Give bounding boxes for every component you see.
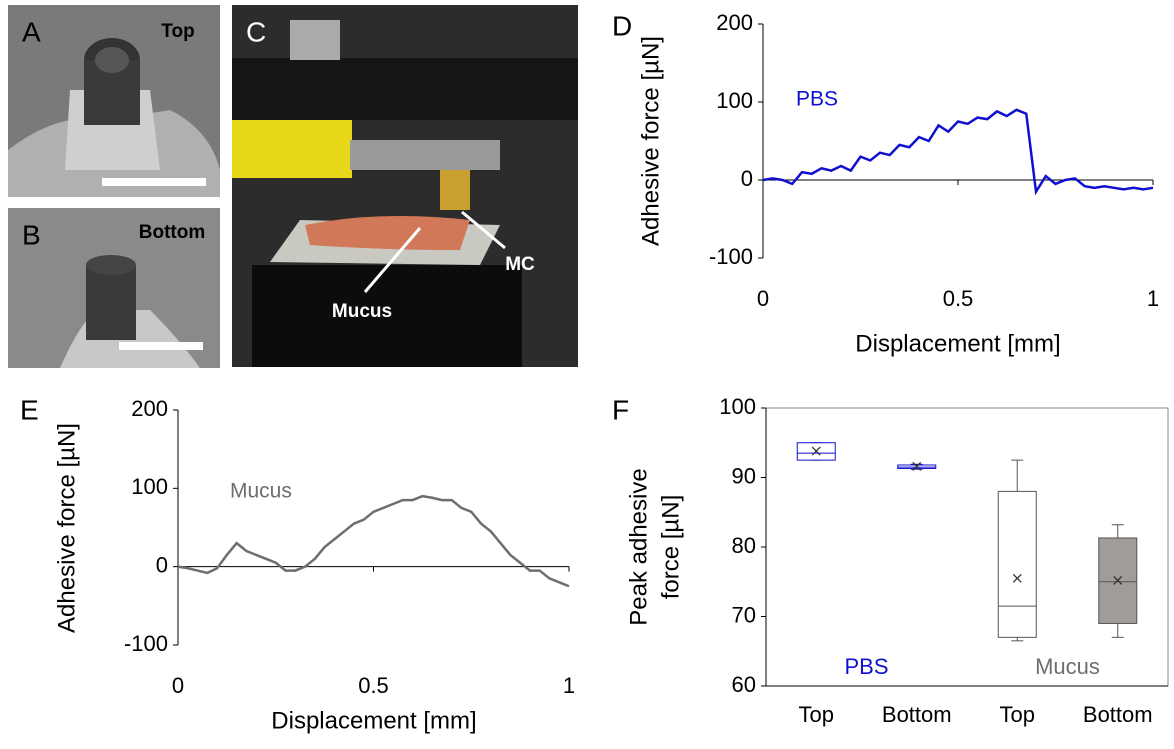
y-axis-label: Adhesive force [µN]: [637, 36, 664, 246]
panel-label: C: [246, 16, 266, 47]
image-caption: Bottom: [139, 222, 205, 243]
panel-label: F: [612, 394, 629, 425]
x-tick-label: Top: [1000, 702, 1035, 727]
image-annotation: Mucus: [332, 301, 392, 322]
y-tick-label: 0: [156, 552, 168, 577]
figure: A Top B Bottom C Mucus MC D-100010020000…: [0, 0, 1174, 744]
data-line: [763, 110, 1153, 192]
y-tick-label: -100: [709, 244, 753, 269]
photo-detail: [350, 140, 500, 170]
x-axis-label: Displacement [mm]: [855, 330, 1060, 357]
photo-detail: [86, 255, 136, 275]
y-tick-label: 60: [732, 672, 756, 697]
y-tick-label: 80: [732, 533, 756, 558]
panel-label: D: [612, 10, 632, 41]
y-tick-label: 200: [716, 10, 753, 35]
x-tick-label: 1: [1147, 286, 1159, 311]
y-axis-label: Peak adhesive: [625, 468, 652, 625]
image-annotation: MC: [505, 254, 535, 275]
x-tick-label: Bottom: [1083, 702, 1153, 727]
y-tick-label: -100: [124, 631, 168, 656]
group-label: Mucus: [1035, 654, 1100, 679]
legend-label: PBS: [796, 88, 838, 111]
scale-bar: [119, 342, 203, 350]
x-tick-label: Bottom: [882, 702, 952, 727]
legend-label: Mucus: [230, 480, 292, 503]
x-tick-label: Top: [799, 702, 834, 727]
photo-detail: [95, 47, 129, 73]
photo-detail: [305, 216, 470, 250]
photo-detail: [232, 58, 578, 120]
y-axis-label: Adhesive force [µN]: [53, 423, 80, 633]
y-axis-label: force [µN]: [657, 495, 684, 600]
panel-label: E: [20, 394, 39, 425]
x-tick-label: 0.5: [358, 673, 389, 698]
x-tick-label: 1: [563, 673, 575, 698]
box: [998, 491, 1036, 637]
y-tick-label: 100: [716, 88, 753, 113]
image-caption: Top: [161, 21, 194, 42]
x-tick-label: 0: [757, 286, 769, 311]
y-tick-label: 100: [131, 474, 168, 499]
photo-detail: [232, 120, 352, 178]
y-tick-label: 100: [719, 394, 756, 419]
photo-detail: [86, 265, 136, 340]
y-tick-label: 0: [741, 166, 753, 191]
x-tick-label: 0: [172, 673, 184, 698]
scale-bar: [102, 178, 206, 186]
group-label: PBS: [844, 654, 888, 679]
panel-label: B: [22, 219, 41, 250]
y-tick-label: 70: [732, 602, 756, 627]
y-tick-label: 200: [131, 396, 168, 421]
data-line: [178, 496, 569, 586]
panel-label: A: [22, 16, 41, 47]
x-tick-label: 0.5: [943, 286, 974, 311]
y-tick-label: 90: [732, 463, 756, 488]
photo-detail: [290, 20, 340, 60]
photo-detail: [440, 170, 470, 210]
x-axis-label: Displacement [mm]: [271, 707, 476, 734]
